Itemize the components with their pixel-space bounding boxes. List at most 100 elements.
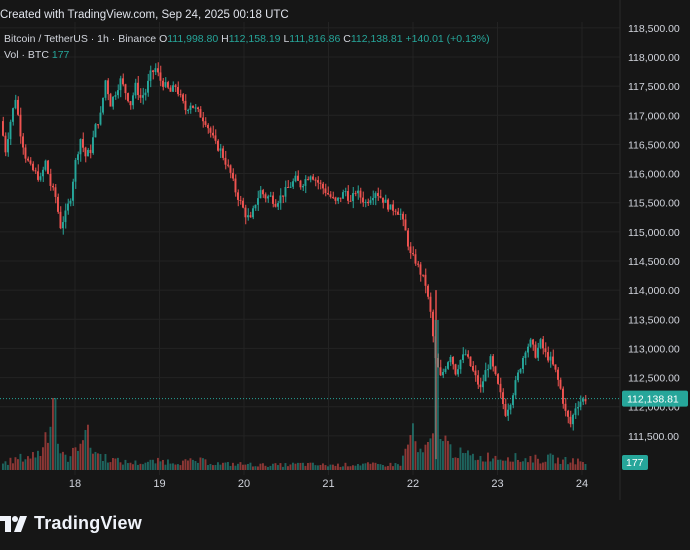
candle-body (312, 176, 314, 180)
candle-body (257, 198, 259, 205)
candle-body (284, 187, 287, 197)
price-tick-label: 113,500.00 (628, 314, 680, 326)
candle-body (282, 195, 284, 197)
candle-body (69, 200, 72, 204)
candle-body (134, 82, 137, 96)
volume-bar (529, 456, 532, 470)
volume-bar (367, 462, 369, 470)
volume-bar (117, 457, 119, 470)
candle-body (314, 179, 317, 181)
volume-bar (574, 464, 577, 470)
volume-bar (484, 461, 487, 470)
candle-body (244, 207, 247, 218)
volume-bar (399, 465, 402, 470)
volume-bar (74, 447, 77, 470)
volume-bar (209, 463, 212, 470)
volume-bar (172, 463, 174, 470)
candle-body (479, 384, 482, 388)
candle-body (342, 192, 344, 199)
volume-bar (272, 463, 274, 470)
volume-bar (339, 466, 342, 470)
candle-body (2, 121, 4, 136)
price-tick-label: 118,000.00 (628, 52, 680, 64)
candle-body (439, 367, 442, 376)
volume-bar (19, 453, 22, 470)
volume-bar (199, 457, 202, 470)
volume-bar (394, 463, 397, 470)
candle-body (189, 105, 192, 110)
candle-body (432, 311, 434, 337)
tradingview-brand[interactable]: TradingView (0, 513, 142, 534)
candle-body (219, 148, 222, 151)
price-axis: 118,500.00 118,000.00 117,500.00 117,000.00… (619, 0, 690, 500)
candle-body (554, 364, 557, 370)
volume-bar (204, 459, 207, 470)
volume-bar (7, 464, 9, 470)
candle-body (117, 90, 119, 96)
candle-body (269, 195, 272, 197)
candle-body (477, 375, 479, 385)
volume-bars (2, 320, 587, 470)
volume-bar (409, 435, 412, 470)
candle-body (547, 352, 549, 361)
candle-body (459, 359, 462, 370)
volume-bar (94, 451, 97, 470)
candle-body (564, 403, 567, 411)
volume-bar (52, 398, 54, 470)
candle-body (514, 380, 517, 396)
candle-body (102, 97, 104, 113)
volume-bar (214, 464, 217, 470)
candle-body (382, 197, 384, 203)
symbol-label: Bitcoin / TetherUS · 1h · Binance (4, 33, 157, 45)
candle-body (67, 203, 69, 211)
volume-bar (292, 462, 294, 470)
volume-bar (57, 443, 59, 470)
candle-body (567, 410, 569, 417)
candle-body (262, 190, 264, 195)
volume-bar (34, 457, 37, 470)
volume-bar (79, 443, 82, 470)
last-price-badge: 112,138.81 (622, 390, 688, 407)
candle-body (44, 160, 47, 170)
candle-body (472, 366, 474, 371)
volume-bar (44, 432, 47, 470)
volume-bar (219, 464, 222, 470)
candle-body (352, 193, 354, 202)
candle-body (52, 185, 54, 188)
volume-bar (9, 457, 12, 470)
candle-body (247, 215, 249, 218)
volume-bar (104, 454, 107, 470)
volume-bar (212, 465, 214, 470)
candle-body (159, 72, 162, 81)
candle-body (199, 109, 202, 118)
volume-bar (432, 433, 434, 470)
volume-bar (42, 447, 44, 470)
volume-bar (477, 459, 479, 470)
candle-body (162, 80, 164, 87)
volume-bar (332, 464, 334, 470)
volume-bar (149, 459, 152, 470)
candle-body (254, 204, 257, 209)
candle-body (469, 356, 472, 367)
candle-body (167, 82, 169, 88)
change-value: +140.01 (+0.13%) (405, 33, 490, 45)
volume-bar (569, 462, 572, 470)
candle-body (364, 201, 367, 203)
time-tick-label: 23 (491, 478, 503, 490)
volume-bar (417, 452, 419, 470)
candle-body (482, 381, 484, 388)
volume-bar (564, 457, 567, 470)
volume-bar (142, 464, 144, 470)
volume-bar (347, 466, 349, 470)
candle-body (207, 124, 209, 129)
last-price-label: 112,138.81 (627, 394, 679, 406)
candle-body (132, 95, 134, 106)
tradingview-logo-icon (0, 515, 27, 532)
volume-bar (139, 463, 142, 470)
volume-bar (152, 459, 154, 470)
candle-body (59, 211, 62, 229)
candle-body (454, 364, 457, 375)
volume-bar (549, 453, 552, 470)
candle-body (544, 348, 547, 353)
